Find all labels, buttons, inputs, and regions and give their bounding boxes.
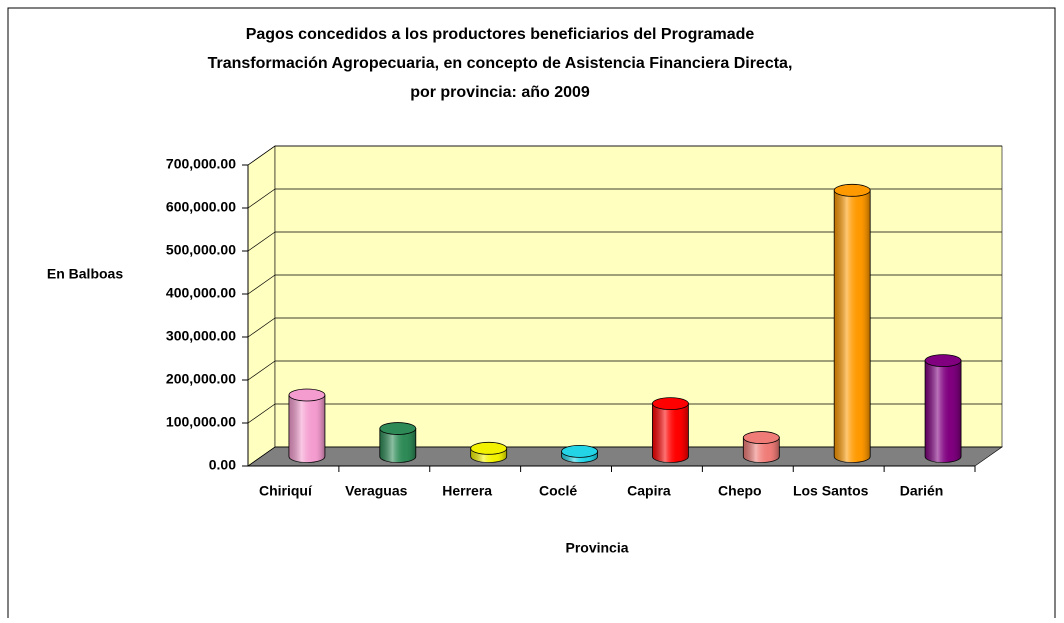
y-tick-label: 400,000.00 <box>166 285 236 301</box>
bar <box>379 422 417 463</box>
x-tick-label: Los Santos <box>793 483 869 499</box>
grid-line <box>247 231 276 252</box>
floor <box>247 446 1003 467</box>
y-tick-label: 100,000.00 <box>166 414 236 430</box>
bar-shade <box>652 403 689 463</box>
y-tick-label: 500,000.00 <box>166 242 236 258</box>
x-tick-label: Darién <box>900 483 944 499</box>
chart-title: Transformación Agropecuaria, en concepto… <box>208 55 793 72</box>
bar <box>924 354 962 463</box>
grid-line <box>247 274 276 295</box>
x-tick-label: Coclé <box>539 483 577 499</box>
back-wall <box>274 145 1003 448</box>
chart-title: Pagos concedidos a los productores benef… <box>246 26 755 43</box>
grid-line <box>247 360 276 381</box>
bar-shade <box>743 437 780 463</box>
bar <box>652 397 689 463</box>
y-tick-label: 200,000.00 <box>166 371 236 387</box>
grid-line <box>247 446 276 467</box>
y-tick-label: 0.00 <box>209 457 236 473</box>
bar <box>742 431 780 463</box>
bar-shade <box>925 360 962 463</box>
x-tick-label: Capira <box>627 483 671 499</box>
bar-top <box>470 441 508 455</box>
x-tick-label: Herrera <box>442 483 492 499</box>
y-tick-label: 700,000.00 <box>166 156 236 172</box>
x-tick-label: Chiriquí <box>259 483 313 499</box>
x-axis-label: Provincia <box>565 540 628 556</box>
bar-top <box>288 388 326 402</box>
grid-line <box>247 145 276 166</box>
grid-line <box>247 188 276 209</box>
grid-line <box>247 317 276 338</box>
bar-top <box>833 183 871 197</box>
grid-line <box>247 403 276 424</box>
side-wall <box>247 145 276 467</box>
chart-title: por provincia: año 2009 <box>410 84 590 101</box>
bar-top <box>742 431 780 444</box>
y-axis-label: En Balboas <box>47 266 123 282</box>
bar-shade <box>834 190 871 463</box>
x-tick-label: Veraguas <box>345 483 407 499</box>
bar-top <box>652 397 689 411</box>
bar-shade <box>288 395 325 463</box>
bar <box>470 441 508 463</box>
y-tick-label: 600,000.00 <box>166 199 236 215</box>
bar-top <box>924 354 962 368</box>
bar-shade <box>379 428 416 463</box>
bar-top <box>379 422 417 435</box>
bar-top <box>561 444 598 458</box>
bar <box>833 183 871 463</box>
x-tick-label: Chepo <box>718 483 762 499</box>
y-tick-label: 300,000.00 <box>166 328 236 344</box>
bar <box>561 444 598 463</box>
bar <box>288 388 326 463</box>
